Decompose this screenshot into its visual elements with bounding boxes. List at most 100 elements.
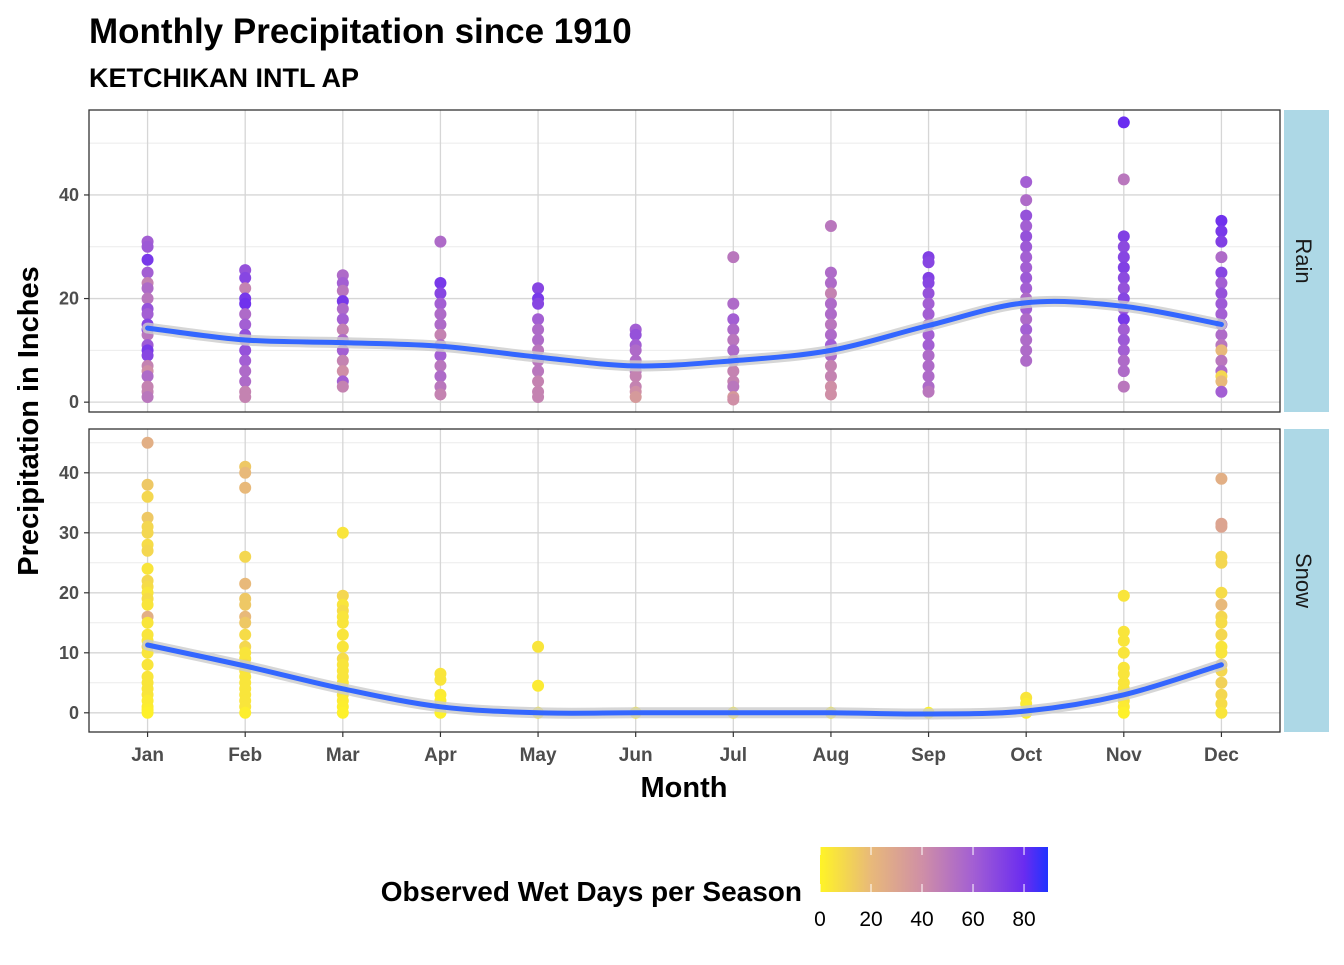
data-point [727,393,740,406]
data-point [336,640,349,653]
data-point [336,706,349,719]
data-point [1215,616,1228,629]
data-point [141,616,154,629]
data-point [336,589,349,602]
data-point [1117,365,1130,378]
data-point [1117,323,1130,336]
facet-strip-label: Rain [1291,238,1316,283]
data-point [727,333,740,346]
data-point [727,365,740,378]
data-point [1117,261,1130,274]
data-point [336,526,349,539]
data-point [1215,520,1228,533]
data-point [1215,251,1228,264]
data-point [1020,220,1033,233]
legend-tick-label: 60 [961,908,984,931]
data-point [824,370,837,383]
data-point [434,318,447,331]
panel-border [88,109,1281,413]
facet-strip [1284,429,1329,732]
data-point [239,466,252,479]
data-point [532,390,545,403]
data-point [434,277,447,290]
data-point [1215,556,1228,569]
data-point [1215,598,1228,611]
data-point [1117,344,1130,357]
data-point [922,256,935,269]
y-tick-label: 0 [69,703,79,723]
data-point [727,323,740,336]
facet-strip [1284,110,1329,412]
data-point [336,616,349,629]
data-point [239,616,252,629]
data-point [922,359,935,372]
legend-tick-label: 80 [1012,908,1035,931]
data-point [1117,354,1130,367]
data-point [1117,646,1130,659]
data-point [434,287,447,300]
legend-tick-label: 20 [859,908,882,931]
data-point [1215,586,1228,599]
data-point [1020,354,1033,367]
panel-rain: 0 20 40 Rain [59,109,1329,413]
data-point [239,375,252,388]
y-tick-label: 40 [59,185,79,205]
data-point [1215,375,1228,388]
data-point [239,550,252,563]
data-point [141,390,154,403]
data-point [1020,261,1033,274]
data-point [434,673,447,686]
data-point [336,302,349,315]
x-tick-label: Feb [228,745,262,766]
data-point [1215,214,1228,227]
data-point [629,328,642,341]
data-point [336,313,349,326]
y-tick-label: 20 [59,583,79,603]
data-point [336,284,349,297]
x-tick-label: Sep [911,745,946,766]
data-point [1117,173,1130,186]
data-point [727,344,740,357]
data-point [532,313,545,326]
data-point [141,658,154,671]
data-point [1215,266,1228,279]
data-point [141,562,154,575]
data-point [1117,333,1130,346]
data-point [1215,328,1228,341]
data-point [336,365,349,378]
data-point [141,436,154,449]
data-point [239,577,252,590]
data-point [824,220,837,233]
x-tick-label: Apr [424,745,457,766]
data-point [824,297,837,310]
chart-subtitle: KETCHIKAN INTL AP [89,63,359,93]
data-point [336,323,349,336]
data-point [239,365,252,378]
legend-title: Observed Wet Days per Season [381,876,802,907]
data-point [727,313,740,326]
data-point [824,388,837,401]
data-point [141,598,154,611]
data-point [1117,380,1130,393]
data-point [434,328,447,341]
data-point [141,282,154,295]
data-point [922,297,935,310]
legend-colorbar [820,847,1048,892]
data-point [434,370,447,383]
data-point [922,370,935,383]
smooth-trend-line [145,642,1224,717]
data-point [1020,230,1033,243]
data-point [532,297,545,310]
data-point [922,287,935,300]
data-point [1117,625,1130,638]
x-tick-label: Aug [812,745,849,766]
data-point [1215,308,1228,321]
data-point [1117,313,1130,326]
data-point [532,640,545,653]
data-point [336,628,349,641]
data-point [824,318,837,331]
data-point [727,251,740,264]
data-point [532,365,545,378]
data-point [532,375,545,388]
